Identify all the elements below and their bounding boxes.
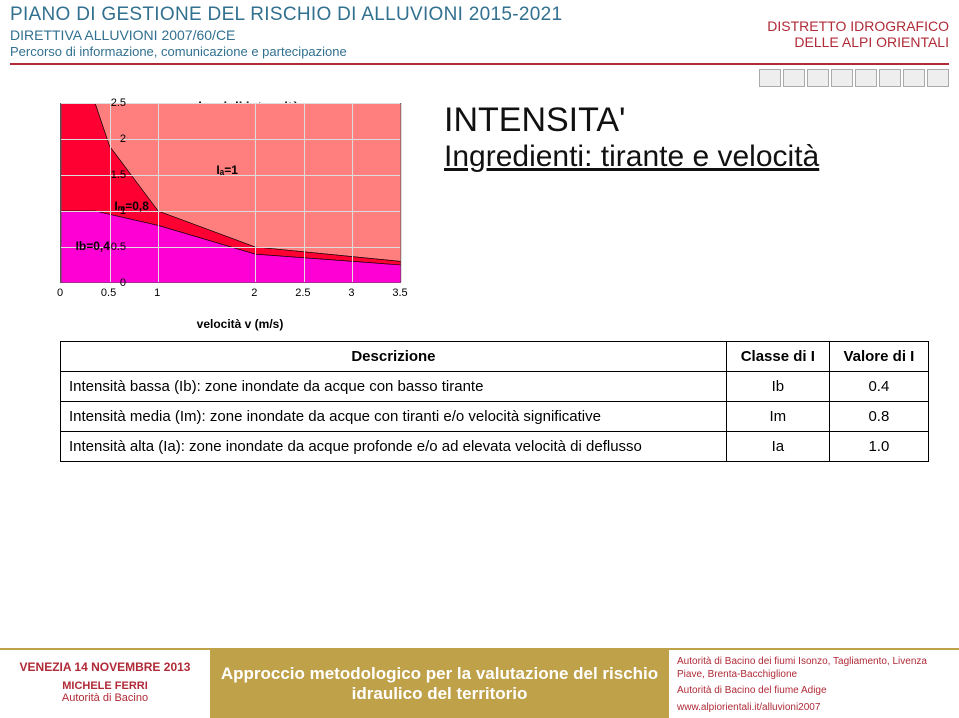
- chart-plot-area: classi di intensità Iₐ=1Iₘ=0,8Ib=0,4: [60, 103, 400, 283]
- logo-icon: [759, 69, 781, 87]
- header: PIANO DI GESTIONE DEL RISCHIO DI ALLUVIO…: [0, 0, 959, 61]
- chart-annotation: Iₐ=1: [216, 163, 238, 177]
- logo-icon: [783, 69, 805, 87]
- chart-xtick: 0.5: [101, 287, 116, 299]
- table-row: Intensità media (Im): zone inondate da a…: [61, 402, 929, 432]
- header-left: PIANO DI GESTIONE DEL RISCHIO DI ALLUVIO…: [10, 4, 562, 59]
- chart-ytick: 2.5: [111, 97, 126, 109]
- chart-xlabel: velocità v (m/s): [60, 317, 420, 331]
- footer-url: www.alpiorientali.it/alluvioni2007: [677, 702, 951, 715]
- chart-xtick: 3.5: [392, 287, 407, 299]
- table-header-row: Descrizione Classe di I Valore di I: [61, 342, 929, 372]
- cell-valore: 0.8: [829, 402, 928, 432]
- doc-subtitle-2: Percorso di informazione, comunicazione …: [10, 44, 562, 59]
- col-descrizione: Descrizione: [61, 342, 727, 372]
- doc-title: PIANO DI GESTIONE DEL RISCHIO DI ALLUVIO…: [10, 4, 562, 26]
- cell-classe: Im: [726, 402, 829, 432]
- chart-xtick: 3: [348, 287, 354, 299]
- col-valore: Valore di I: [829, 342, 928, 372]
- table-row: Intensità alta (Ia): zone inondate da ac…: [61, 432, 929, 462]
- intensity-heading-block: INTENSITA' Ingredienti: tirante e veloci…: [420, 93, 949, 331]
- footer-left: VENEZIA 14 NOVEMBRE 2013 MICHELE FERRI A…: [0, 650, 210, 718]
- footer: VENEZIA 14 NOVEMBRE 2013 MICHELE FERRI A…: [0, 648, 959, 718]
- chart-svg: [61, 103, 401, 283]
- chart-xtick: 1: [154, 287, 160, 299]
- header-right: DISTRETTO IDROGRAFICO DELLE ALPI ORIENTA…: [767, 4, 949, 59]
- footer-right: Autorità di Bacino dei fiumi Isonzo, Tag…: [669, 650, 959, 718]
- chart-ytick: 1: [120, 205, 126, 217]
- chart-ytick: 0.5: [111, 241, 126, 253]
- intensity-chart: altezza lama d'acqua h classi di intensi…: [10, 93, 420, 313]
- district-line-1: DISTRETTO IDROGRAFICO: [767, 18, 949, 34]
- logo-icon: [903, 69, 925, 87]
- chart-annotation: Ib=0,4: [76, 239, 110, 253]
- footer-org: Autorità di Bacino: [8, 692, 202, 704]
- table-row: Intensità bassa (Ib): zone inondate da a…: [61, 372, 929, 402]
- footer-authority-2: Autorità di Bacino del fiume Adige: [677, 685, 951, 698]
- cell-descrizione: Intensità media (Im): zone inondate da a…: [61, 402, 727, 432]
- chart-xtick: 2: [251, 287, 257, 299]
- chart-container: altezza lama d'acqua h classi di intensi…: [10, 93, 420, 331]
- footer-title: Approccio metodologico per la valutazion…: [210, 650, 669, 718]
- cell-classe: Ib: [726, 372, 829, 402]
- logo-icon: [831, 69, 853, 87]
- chart-ytick: 0: [120, 277, 126, 289]
- col-classe: Classe di I: [726, 342, 829, 372]
- footer-authority-1: Autorità di Bacino dei fiumi Isonzo, Tag…: [677, 656, 951, 681]
- logo-strip: [0, 65, 959, 87]
- main-row: altezza lama d'acqua h classi di intensi…: [0, 87, 959, 331]
- doc-subtitle-1: DIRETTIVA ALLUVIONI 2007/60/CE: [10, 27, 562, 43]
- footer-author: MICHELE FERRI: [8, 680, 202, 692]
- chart-xtick: 0: [57, 287, 63, 299]
- chart-ytick: 1.5: [111, 169, 126, 181]
- chart-xtick: 2.5: [295, 287, 310, 299]
- cell-classe: Ia: [726, 432, 829, 462]
- cell-valore: 0.4: [829, 372, 928, 402]
- intensity-title: INTENSITA': [444, 101, 949, 140]
- cell-descrizione: Intensità bassa (Ib): zone inondate da a…: [61, 372, 727, 402]
- cell-descrizione: Intensità alta (Ia): zone inondate da ac…: [61, 432, 727, 462]
- logo-icon: [927, 69, 949, 87]
- logo-icon: [855, 69, 877, 87]
- intensity-table: Descrizione Classe di I Valore di I Inte…: [60, 341, 929, 462]
- footer-date: VENEZIA 14 NOVEMBRE 2013: [8, 660, 202, 674]
- logo-icon: [807, 69, 829, 87]
- intensity-subtitle: Ingredienti: tirante e velocità: [444, 140, 949, 175]
- district-line-2: DELLE ALPI ORIENTALI: [767, 34, 949, 50]
- chart-ytick: 2: [120, 133, 126, 145]
- intensity-table-container: Descrizione Classe di I Valore di I Inte…: [0, 331, 959, 462]
- cell-valore: 1.0: [829, 432, 928, 462]
- logo-icon: [879, 69, 901, 87]
